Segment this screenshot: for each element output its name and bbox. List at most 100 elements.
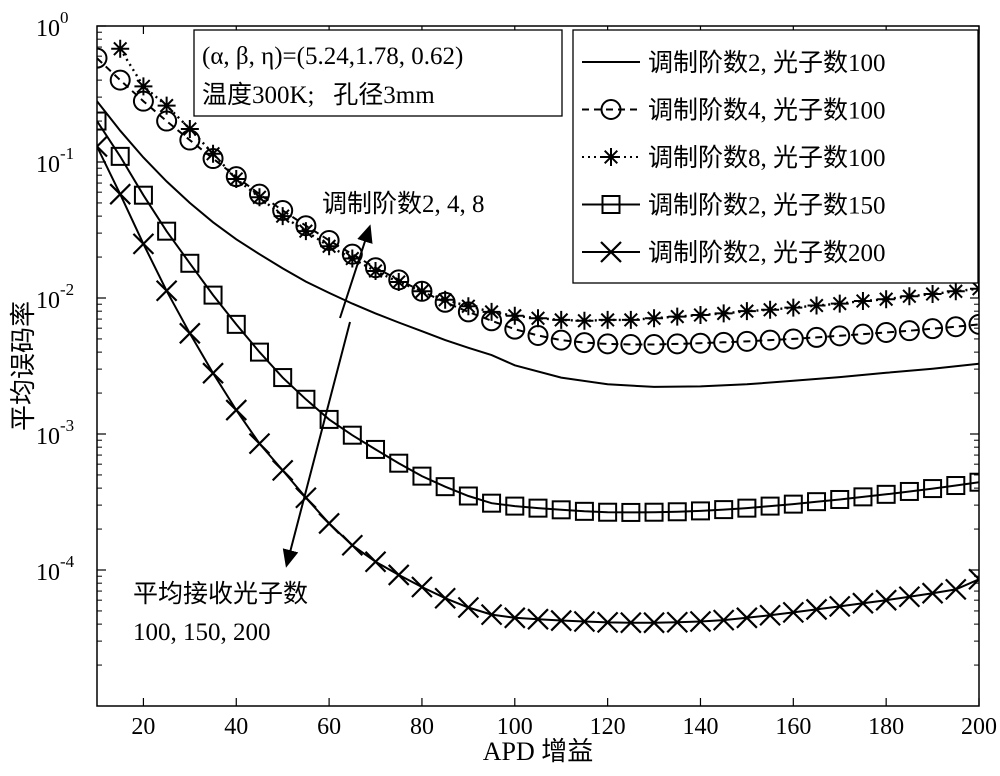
x-marker bbox=[600, 241, 622, 263]
circle-marker bbox=[922, 318, 944, 340]
star-marker bbox=[691, 305, 710, 324]
circle-marker bbox=[550, 329, 572, 351]
x-marker bbox=[689, 610, 712, 633]
star-marker bbox=[227, 169, 246, 188]
square-marker bbox=[133, 185, 153, 205]
x-marker bbox=[921, 582, 944, 604]
x-marker bbox=[411, 576, 433, 598]
circle-marker bbox=[736, 330, 758, 352]
star-marker bbox=[668, 307, 687, 326]
square-marker bbox=[830, 489, 850, 509]
star-marker bbox=[412, 282, 431, 301]
star-marker bbox=[505, 306, 524, 325]
star-marker bbox=[250, 188, 269, 207]
legend-label: 调制阶数2, 光子数200 bbox=[648, 239, 886, 267]
annotation-photon-values-text: 100, 150, 200 bbox=[133, 619, 271, 646]
circle-marker bbox=[806, 326, 828, 348]
star-marker bbox=[157, 96, 176, 115]
square-marker bbox=[180, 253, 200, 273]
square-marker bbox=[273, 368, 293, 388]
legend-entry-1: 调制阶数2, 光子数100 bbox=[582, 49, 886, 77]
circle-marker bbox=[597, 333, 619, 355]
x-marker bbox=[852, 592, 874, 614]
star-marker bbox=[436, 290, 455, 309]
star-marker bbox=[529, 309, 547, 328]
square-marker bbox=[876, 484, 896, 504]
star-marker bbox=[645, 309, 664, 328]
x-marker bbox=[573, 610, 596, 633]
parameter-line-2: 温度300K; 孔径3mm bbox=[202, 81, 435, 109]
x-tick-label: 60 bbox=[317, 714, 341, 740]
x-tick-label: 20 bbox=[131, 714, 155, 740]
circle-marker bbox=[643, 334, 665, 356]
star-marker bbox=[598, 310, 617, 329]
legend-entry-5: 调制阶数2, 光子数200 bbox=[582, 239, 886, 267]
square-marker bbox=[621, 502, 641, 522]
arrow-photon-count bbox=[282, 321, 351, 568]
x-marker bbox=[504, 607, 526, 629]
star-marker bbox=[366, 261, 385, 280]
legend-frame bbox=[572, 29, 979, 284]
square-marker bbox=[899, 481, 919, 501]
square-marker bbox=[226, 314, 246, 334]
series-4 bbox=[97, 111, 979, 522]
star-marker bbox=[830, 294, 849, 313]
x-tick-label: 80 bbox=[410, 714, 434, 740]
x-marker bbox=[805, 598, 828, 621]
star-marker bbox=[343, 249, 362, 268]
x-marker bbox=[318, 512, 340, 535]
square-marker bbox=[366, 439, 386, 459]
circle-marker bbox=[898, 320, 920, 342]
legend-label: 调制阶数4, 光子数100 bbox=[648, 97, 886, 125]
circle-marker bbox=[689, 332, 711, 354]
series-layer bbox=[97, 39, 979, 634]
star-marker bbox=[273, 207, 292, 226]
circle-marker bbox=[411, 280, 433, 302]
square-marker bbox=[435, 477, 455, 497]
x-marker bbox=[109, 183, 131, 205]
x-marker bbox=[945, 578, 967, 601]
annotation-photon-count-text: 平均接收光子数 bbox=[133, 580, 308, 608]
star-marker bbox=[853, 292, 872, 311]
x-marker bbox=[759, 604, 781, 627]
series-line bbox=[97, 100, 979, 388]
circle-marker bbox=[600, 99, 622, 120]
square-marker bbox=[667, 502, 687, 522]
star-marker bbox=[552, 310, 571, 329]
x-tick-label: 180 bbox=[868, 714, 904, 740]
x-marker bbox=[527, 608, 549, 630]
square-marker bbox=[458, 486, 478, 506]
square-marker bbox=[528, 498, 548, 518]
x-marker bbox=[828, 595, 851, 618]
circle-marker bbox=[945, 316, 967, 338]
legend-label: 调制阶数2, 光子数100 bbox=[648, 49, 886, 77]
x-marker bbox=[968, 568, 979, 591]
x-marker bbox=[666, 611, 689, 634]
star-marker bbox=[296, 222, 315, 241]
series-3 bbox=[111, 39, 979, 330]
star-marker bbox=[761, 300, 780, 319]
x-marker bbox=[596, 611, 619, 634]
square-marker bbox=[644, 502, 664, 522]
square-marker bbox=[110, 146, 130, 166]
series-5 bbox=[97, 135, 979, 634]
x-marker bbox=[155, 280, 178, 302]
x-tick-label: 40 bbox=[224, 714, 248, 740]
x-marker bbox=[295, 486, 317, 509]
annotation-modulation-order-text: 调制阶数2, 4, 8 bbox=[322, 190, 485, 218]
annotation-photon-count: 平均接收光子数 100, 150, 200 bbox=[133, 321, 351, 646]
x-marker bbox=[271, 459, 294, 482]
legend-label: 调制阶数2, 光子数150 bbox=[648, 192, 886, 220]
x-tick-label: 140 bbox=[682, 714, 718, 740]
x-marker bbox=[364, 550, 387, 573]
square-marker bbox=[157, 221, 177, 241]
square-marker bbox=[807, 492, 827, 512]
parameter-box: (α, β, η)=(5.24,1.78, 0.62) 温度300K; 孔径3m… bbox=[193, 29, 563, 117]
square-marker bbox=[601, 195, 621, 214]
star-marker bbox=[320, 237, 339, 256]
x-marker bbox=[97, 135, 108, 158]
x-marker bbox=[643, 611, 665, 634]
series-1 bbox=[97, 100, 979, 388]
legend-label: 调制阶数8, 光子数100 bbox=[648, 144, 886, 172]
